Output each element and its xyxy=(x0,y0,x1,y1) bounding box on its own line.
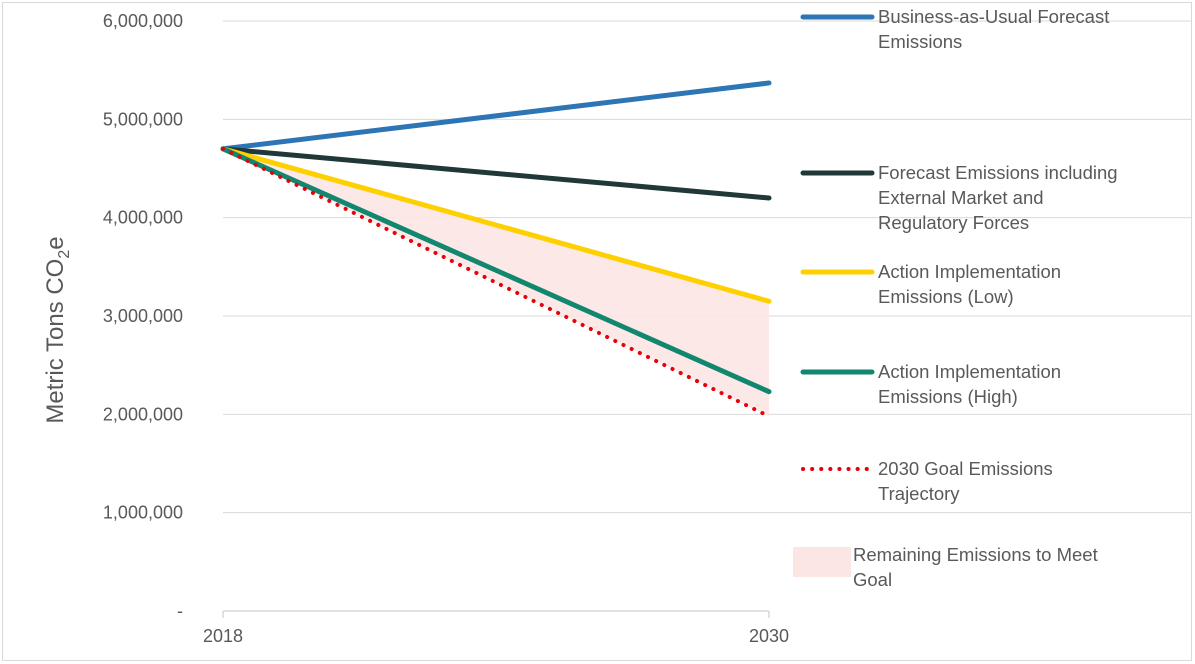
y-axis-label-tail: e xyxy=(42,236,69,249)
legend-label-3-0: Action Implementation xyxy=(878,361,1061,382)
remaining-emissions-area xyxy=(223,148,769,417)
y-tick-label-5: 5,000,000 xyxy=(103,109,183,129)
series-line-1 xyxy=(220,146,772,201)
series-lines xyxy=(220,80,772,419)
y-tick-label-6: 6,000,000 xyxy=(103,11,183,31)
y-tick-label-1: 1,000,000 xyxy=(103,503,183,523)
y-axis-label: Metric Tons CO2e xyxy=(42,236,73,423)
legend-label-0-1: Emissions xyxy=(878,31,962,52)
legend-label-0-0: Business-as-Usual Forecast xyxy=(878,6,1109,27)
series-line-3 xyxy=(220,146,772,395)
legend-label-4-0: 2030 Goal Emissions xyxy=(878,458,1053,479)
series-line-4 xyxy=(221,146,771,419)
x-tick-label-1: 2030 xyxy=(749,626,789,646)
legend-label-1-1: External Market and xyxy=(878,187,1044,208)
remaining-emissions-area-group xyxy=(223,148,769,417)
y-tick-label-0: - xyxy=(177,601,183,621)
y-axis-label-main: Metric Tons CO xyxy=(42,259,69,424)
legend: Business-as-Usual Forecast Emissions Forec… xyxy=(793,6,1118,590)
y-axis-label-subscript: 2 xyxy=(56,250,73,259)
series-line-0 xyxy=(220,80,772,152)
legend-label-3-1: Emissions (High) xyxy=(878,386,1018,407)
y-tick-label-4: 4,000,000 xyxy=(103,208,183,228)
legend-label-area-1: Goal xyxy=(853,569,892,590)
y-tick-label-3: 3,000,000 xyxy=(103,306,183,326)
y-tick-label-2: 2,000,000 xyxy=(103,404,183,424)
legend-label-1-2: Regulatory Forces xyxy=(878,212,1029,233)
legend-label-4-1: Trajectory xyxy=(878,483,960,504)
legend-label-area-0: Remaining Emissions to Meet xyxy=(853,544,1098,565)
legend-label-2-0: Action Implementation xyxy=(878,261,1061,282)
legend-swatch-area xyxy=(793,547,851,577)
x-tick-label-0: 2018 xyxy=(203,626,243,646)
y-tick-labels: - 1,000,000 2,000,000 3,000,000 4,000,000 5,0… xyxy=(103,11,183,621)
x-tick-labels: 2018 2030 xyxy=(203,626,789,646)
legend-label-1-0: Forecast Emissions including xyxy=(878,162,1118,183)
series-line-2 xyxy=(220,146,772,304)
legend-label-2-1: Emissions (Low) xyxy=(878,286,1014,307)
axes xyxy=(222,610,770,618)
